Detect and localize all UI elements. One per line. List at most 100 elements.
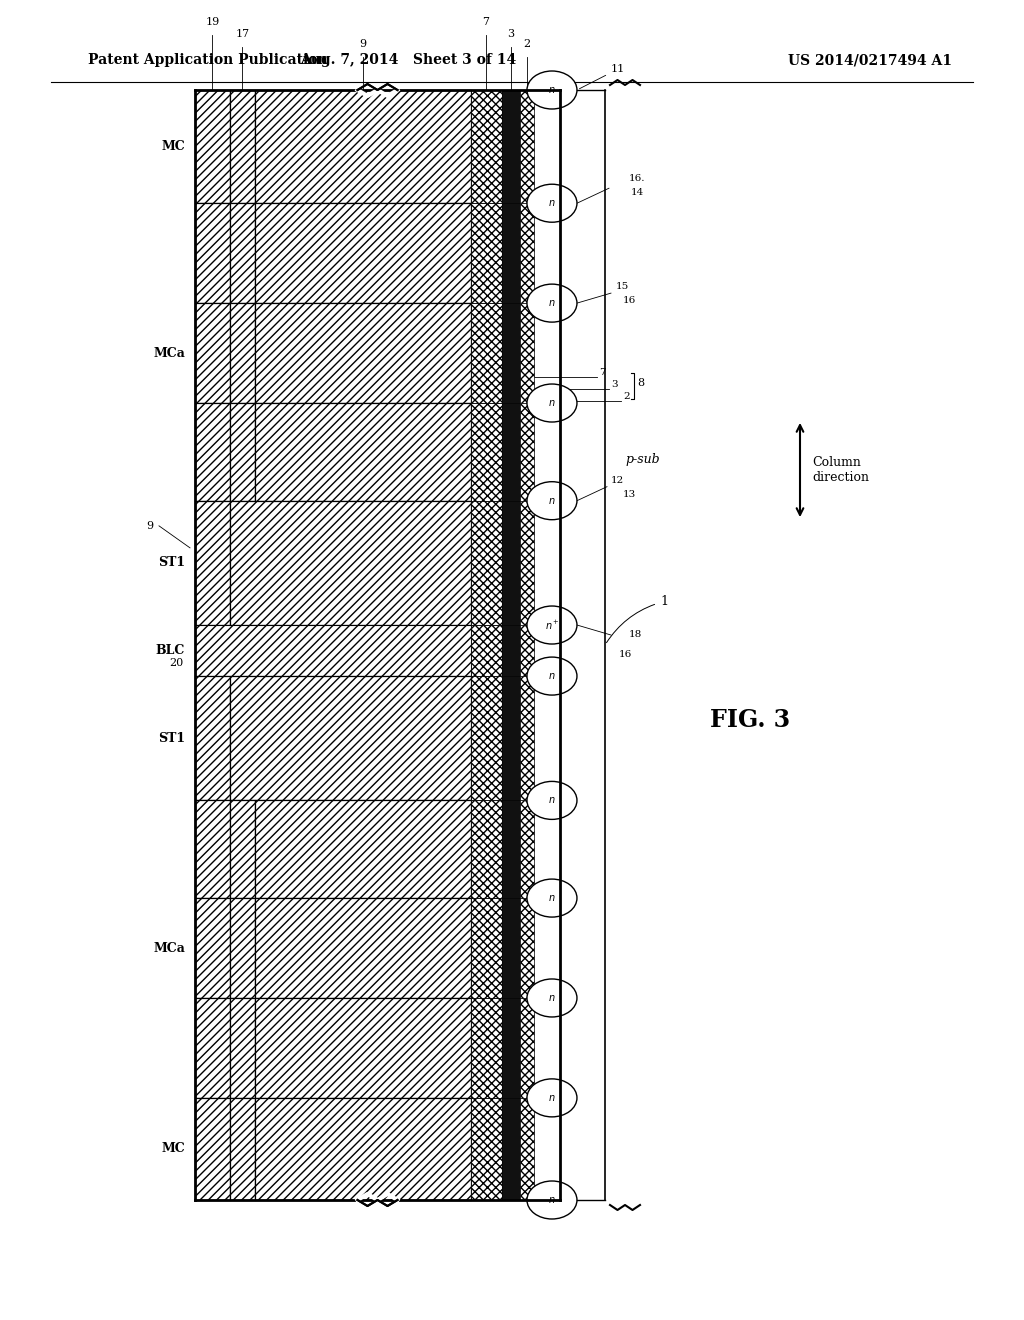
Bar: [229, 898, 255, 998]
Text: FIG. 3: FIG. 3: [710, 708, 791, 733]
Bar: [195, 898, 229, 998]
Text: 15: 15: [616, 282, 629, 292]
Ellipse shape: [527, 185, 577, 222]
Text: 17: 17: [236, 29, 250, 40]
Bar: [195, 304, 229, 403]
Bar: [255, 998, 471, 1098]
Bar: [229, 676, 471, 800]
Ellipse shape: [527, 979, 577, 1016]
Bar: [229, 500, 471, 624]
Text: 9: 9: [359, 40, 367, 49]
Text: $n$: $n$: [548, 894, 556, 903]
Text: $n$: $n$: [548, 298, 556, 308]
Bar: [502, 1098, 520, 1200]
Text: MC: MC: [161, 1142, 185, 1155]
Text: ST1: ST1: [158, 731, 185, 744]
Bar: [195, 403, 229, 500]
Bar: [520, 500, 535, 624]
Bar: [502, 998, 520, 1098]
Text: 2: 2: [523, 40, 530, 49]
Text: $n$: $n$: [548, 198, 556, 209]
Bar: [502, 676, 520, 800]
Text: US 2014/0217494 A1: US 2014/0217494 A1: [788, 53, 952, 67]
Bar: [520, 676, 535, 800]
Text: Column
direction: Column direction: [812, 455, 869, 484]
Ellipse shape: [527, 657, 577, 696]
Bar: [520, 403, 535, 500]
Bar: [195, 90, 229, 203]
Bar: [502, 90, 520, 203]
Text: $n^+$: $n^+$: [545, 619, 559, 631]
Bar: [229, 1098, 255, 1200]
Text: 16: 16: [618, 649, 632, 659]
Bar: [255, 90, 471, 203]
Bar: [195, 500, 229, 624]
Text: $n$: $n$: [548, 671, 556, 681]
Ellipse shape: [527, 879, 577, 917]
Bar: [229, 304, 255, 403]
Bar: [471, 624, 502, 676]
Text: 12: 12: [611, 475, 625, 484]
Bar: [255, 304, 471, 403]
Bar: [520, 998, 535, 1098]
Text: 1: 1: [606, 595, 668, 643]
Ellipse shape: [527, 1078, 577, 1117]
Bar: [195, 800, 229, 898]
Text: $n$: $n$: [548, 84, 556, 95]
Ellipse shape: [527, 1181, 577, 1218]
Text: $n$: $n$: [548, 1093, 556, 1104]
Text: Aug. 7, 2014   Sheet 3 of 14: Aug. 7, 2014 Sheet 3 of 14: [300, 53, 516, 67]
Bar: [195, 1098, 229, 1200]
Ellipse shape: [527, 384, 577, 422]
Bar: [502, 624, 520, 676]
Ellipse shape: [527, 606, 577, 644]
Bar: [255, 898, 471, 998]
Text: BLC: BLC: [156, 644, 185, 657]
Bar: [195, 676, 229, 800]
Bar: [471, 403, 502, 500]
Bar: [195, 624, 471, 676]
Bar: [255, 800, 471, 898]
Bar: [520, 304, 535, 403]
Text: 8: 8: [637, 378, 644, 388]
Bar: [520, 800, 535, 898]
Ellipse shape: [527, 781, 577, 820]
Bar: [471, 998, 502, 1098]
Ellipse shape: [527, 71, 577, 110]
Text: p-sub: p-sub: [625, 454, 659, 466]
Text: 11: 11: [580, 63, 626, 88]
Text: $n$: $n$: [548, 1195, 556, 1205]
Bar: [520, 90, 535, 203]
Text: $n$: $n$: [548, 496, 556, 506]
Bar: [195, 203, 229, 304]
Ellipse shape: [527, 482, 577, 520]
Text: 16: 16: [623, 296, 636, 305]
Text: 3: 3: [611, 380, 617, 389]
Bar: [471, 90, 502, 203]
Ellipse shape: [527, 284, 577, 322]
Text: MCa: MCa: [154, 941, 185, 954]
Text: ST1: ST1: [158, 556, 185, 569]
Bar: [229, 90, 255, 203]
Text: 3: 3: [507, 29, 514, 40]
Bar: [229, 403, 255, 500]
Text: 13: 13: [623, 490, 636, 499]
Bar: [229, 998, 255, 1098]
Bar: [195, 998, 229, 1098]
Text: Patent Application Publication: Patent Application Publication: [88, 53, 328, 67]
Bar: [255, 1098, 471, 1200]
Bar: [471, 1098, 502, 1200]
Bar: [502, 403, 520, 500]
Text: 18: 18: [629, 630, 642, 639]
Bar: [502, 304, 520, 403]
Bar: [471, 898, 502, 998]
Bar: [229, 203, 255, 304]
Bar: [255, 203, 471, 304]
Text: 16.: 16.: [629, 174, 645, 183]
Text: 14: 14: [631, 189, 644, 197]
Bar: [255, 403, 471, 500]
Text: 9: 9: [145, 521, 153, 531]
Bar: [471, 800, 502, 898]
Bar: [520, 1098, 535, 1200]
Text: 19: 19: [205, 17, 219, 26]
